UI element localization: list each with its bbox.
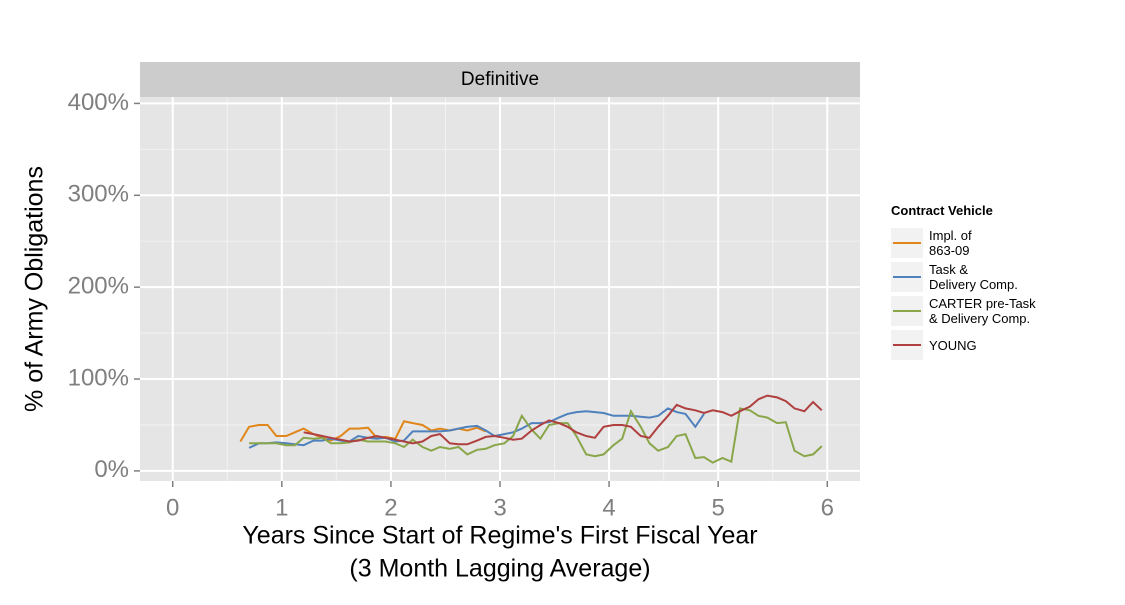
y-tick-label: 200%: [68, 273, 129, 300]
legend-key: [891, 296, 923, 326]
y-axis-title: % of Army Obligations: [21, 166, 49, 412]
facet-label: Definitive: [461, 69, 539, 90]
series-line: [249, 407, 823, 464]
x-tick-label: 2: [384, 494, 397, 521]
x-tick-label: 5: [712, 494, 725, 521]
series-line: [239, 420, 487, 443]
legend: Contract Vehicle Impl. of 863-09 Task & D…: [891, 203, 1036, 364]
x-axis-note: (3 Month Lagging Average): [349, 555, 650, 583]
x-axis-title: Years Since Start of Regime's First Fisc…: [242, 522, 757, 550]
facet-strip: [140, 62, 860, 97]
legend-key: [891, 330, 923, 360]
legend-item: Task & Delivery Comp.: [891, 262, 1036, 292]
legend-label: Task & Delivery Comp.: [929, 262, 1018, 292]
legend-item: YOUNG: [891, 330, 1036, 360]
legend-swatch: [893, 344, 921, 346]
legend-item: Impl. of 863-09: [891, 228, 1036, 258]
legend-title: Contract Vehicle: [891, 203, 993, 218]
y-tick-label: 100%: [68, 364, 129, 391]
legend-swatch: [893, 242, 921, 244]
x-tick-label: 3: [493, 494, 506, 521]
x-tick-label: 1: [275, 494, 288, 521]
legend-label: CARTER pre-Task & Delivery Comp.: [929, 296, 1036, 326]
legend-key: [891, 228, 923, 258]
y-tick-label: 400%: [68, 89, 129, 116]
legend-swatch: [893, 276, 921, 278]
x-tick-label: 6: [821, 494, 834, 521]
y-tick-label: 0%: [94, 456, 129, 483]
x-tick-label: 4: [602, 494, 615, 521]
legend-label: Impl. of 863-09: [929, 228, 972, 258]
y-tick-label: 300%: [68, 181, 129, 208]
series-line: [303, 394, 823, 446]
legend-label: YOUNG: [929, 337, 977, 353]
x-tick-label: 0: [166, 494, 179, 521]
legend-swatch: [893, 310, 921, 312]
legend-key: [891, 262, 923, 292]
legend-item: CARTER pre-Task & Delivery Comp.: [891, 296, 1036, 326]
